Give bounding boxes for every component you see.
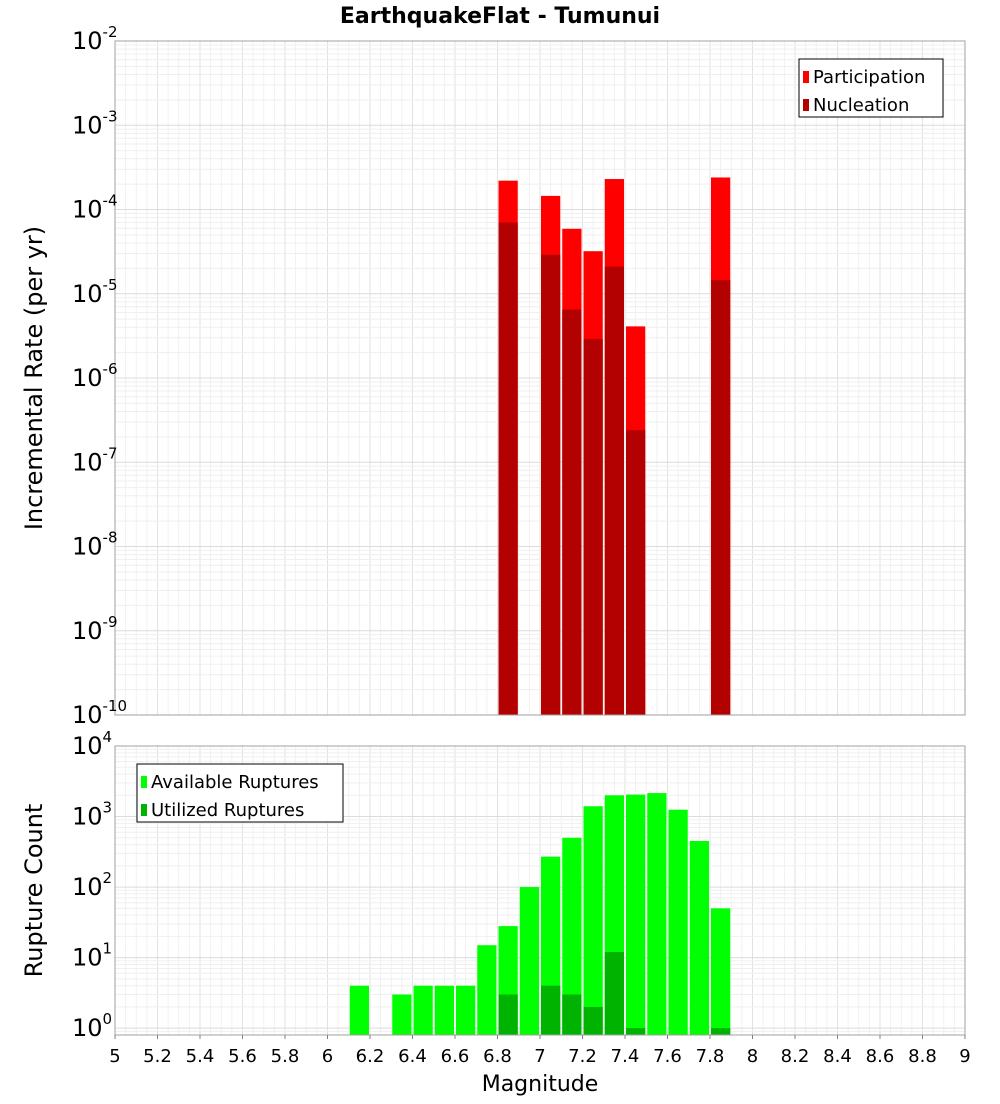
x-tick-label: 8.6 bbox=[866, 1046, 895, 1067]
y-tick-label: 10-3 bbox=[72, 107, 118, 139]
x-tick-label: 7.2 bbox=[568, 1046, 597, 1067]
bar-utilized-ruptures bbox=[498, 994, 518, 1035]
y-tick-label: 100 bbox=[72, 1010, 112, 1042]
x-tick-label: 9 bbox=[959, 1046, 970, 1067]
panel-0: 10-10 10-9 10-8 10-7 10-6 10-5 10-4 10-3 10-2 Inc… bbox=[20, 4, 966, 729]
y-tick-label: 10-9 bbox=[72, 613, 118, 645]
legend-swatch bbox=[141, 776, 147, 788]
x-tick-label: 5.4 bbox=[186, 1046, 215, 1067]
y-tick-label: 10-6 bbox=[72, 360, 118, 392]
legend-panel-1: Available Ruptures Utilized Ruptures bbox=[136, 763, 344, 823]
bar-utilized-ruptures bbox=[711, 1028, 731, 1035]
bar-available-ruptures bbox=[689, 841, 709, 1035]
bar-nucleation bbox=[583, 339, 603, 715]
bar-nucleation bbox=[711, 280, 731, 715]
bar-utilized-ruptures bbox=[626, 1028, 646, 1035]
x-axis-label: Magnitude bbox=[482, 1072, 599, 1097]
bar-nucleation bbox=[604, 266, 624, 715]
plot-frame bbox=[114, 40, 966, 716]
y-tick-label: 101 bbox=[72, 940, 112, 972]
y-tick-label: 102 bbox=[72, 869, 112, 901]
y-tick-label: 103 bbox=[72, 799, 112, 831]
bar-available-ruptures bbox=[626, 794, 646, 1035]
x-tick-label: 6.4 bbox=[398, 1046, 427, 1067]
legend-box bbox=[798, 58, 944, 118]
grid-panel-0 bbox=[114, 40, 966, 716]
bar-available-ruptures bbox=[456, 985, 476, 1035]
bar-utilized-ruptures bbox=[604, 952, 624, 1035]
x-tick-label: 8.2 bbox=[781, 1046, 810, 1067]
x-tick-label: 6.2 bbox=[356, 1046, 385, 1067]
chart-title: EarthquakeFlat - Tumunui bbox=[340, 4, 660, 29]
bar-utilized-ruptures bbox=[541, 985, 561, 1035]
bar-available-ruptures bbox=[477, 945, 497, 1035]
bar-available-ruptures bbox=[583, 806, 603, 1035]
x-tick-label: 8 bbox=[747, 1046, 758, 1067]
x-tick-label: 7.8 bbox=[696, 1046, 725, 1067]
bar-nucleation bbox=[562, 309, 582, 715]
x-tick-label: 5.6 bbox=[228, 1046, 257, 1067]
bar-nucleation bbox=[626, 430, 646, 715]
bar-available-ruptures bbox=[413, 985, 433, 1035]
x-tick-label: 5 bbox=[109, 1046, 120, 1067]
bar-available-ruptures bbox=[392, 994, 412, 1035]
y-axis-label: Incremental Rate (per yr) bbox=[20, 226, 48, 530]
y-tick-label: 10-7 bbox=[72, 444, 118, 476]
bar-available-ruptures bbox=[349, 985, 369, 1035]
y-tick-label: 10-8 bbox=[72, 529, 118, 561]
x-tick-label: 6.8 bbox=[483, 1046, 512, 1067]
bar-nucleation bbox=[541, 254, 561, 715]
legend-panel-0: Participation Nucleation bbox=[798, 58, 944, 118]
x-tick-label: 7.4 bbox=[611, 1046, 640, 1067]
x-tick-label: 8.4 bbox=[823, 1046, 852, 1067]
y-tick-label: 10-2 bbox=[72, 23, 118, 55]
y-axis-label: Rupture Count bbox=[20, 804, 48, 978]
y-tick-label: 104 bbox=[72, 728, 112, 760]
bar-available-ruptures bbox=[562, 837, 582, 1035]
x-tick-label: 5.8 bbox=[271, 1046, 300, 1067]
legend-label: Nucleation bbox=[813, 95, 909, 116]
bar-available-ruptures bbox=[434, 985, 454, 1035]
bar-utilized-ruptures bbox=[562, 994, 582, 1035]
legend-label: Available Ruptures bbox=[151, 772, 319, 793]
legend-swatch bbox=[803, 71, 809, 83]
x-tick-label: 7.6 bbox=[653, 1046, 682, 1067]
bar-available-ruptures bbox=[519, 887, 539, 1035]
legend-swatch bbox=[141, 804, 147, 816]
y-tick-label: 10-10 bbox=[72, 697, 127, 729]
legend-swatch bbox=[803, 99, 809, 111]
bar-available-ruptures bbox=[668, 809, 688, 1035]
bars-panel-0 bbox=[498, 177, 731, 716]
bars-panel-1 bbox=[349, 793, 731, 1035]
legend-label: Utilized Ruptures bbox=[151, 800, 304, 821]
y-tick-label: 10-5 bbox=[72, 276, 118, 308]
bar-nucleation bbox=[498, 222, 518, 716]
x-tick-label: 8.8 bbox=[908, 1046, 937, 1067]
legend-label: Participation bbox=[813, 67, 925, 88]
legend-box bbox=[136, 763, 344, 823]
bar-utilized-ruptures bbox=[583, 1006, 603, 1035]
bar-available-ruptures bbox=[711, 908, 731, 1035]
y-tick-label: 10-4 bbox=[72, 192, 118, 224]
bar-available-ruptures bbox=[647, 793, 667, 1035]
x-tick-label: 6 bbox=[322, 1046, 333, 1067]
x-tick-label: 6.6 bbox=[441, 1046, 470, 1067]
x-tick-label: 7 bbox=[534, 1046, 545, 1067]
x-tick-label: 5.2 bbox=[143, 1046, 172, 1067]
panel-1: 100 101 102 103 104 Rupture Count 5 5.2 5.4 5.6 5.… bbox=[20, 728, 971, 1097]
